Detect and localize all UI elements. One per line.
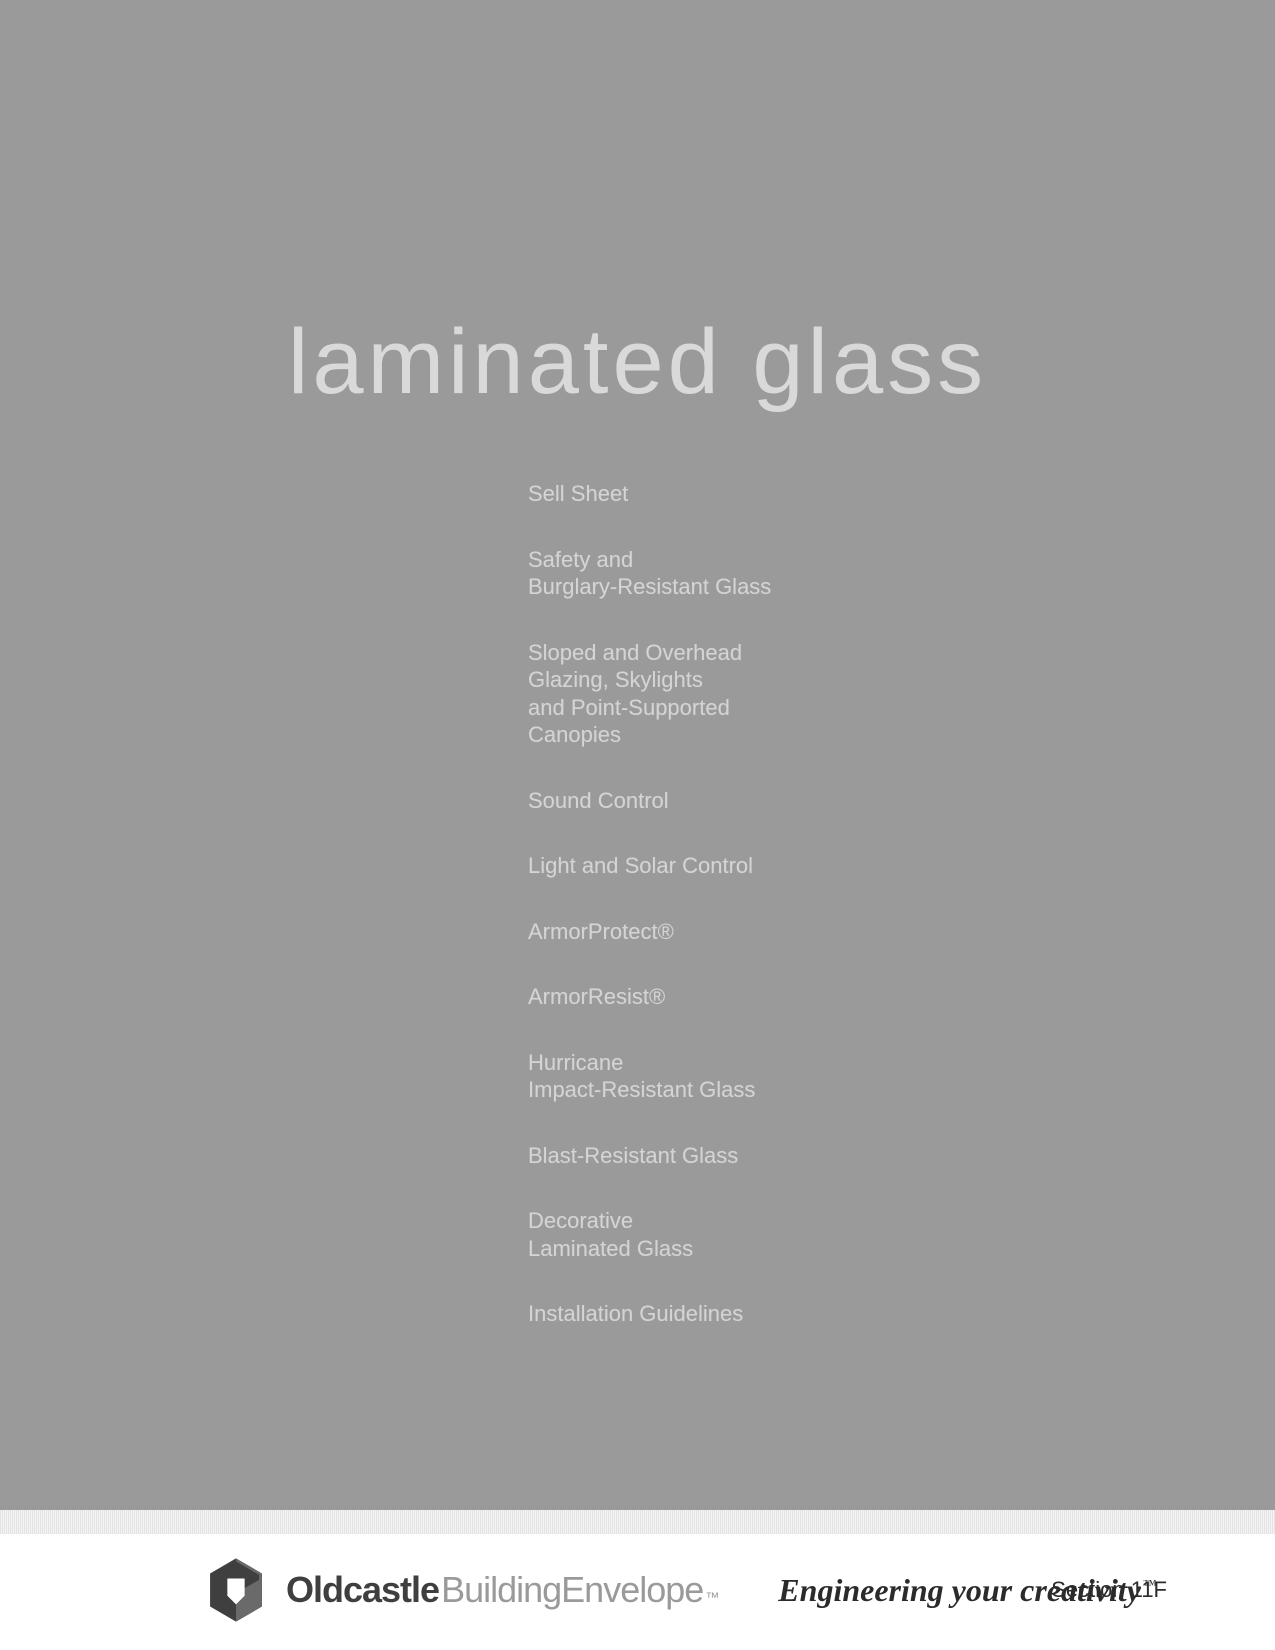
page-title: laminated glass: [0, 310, 1275, 415]
brand-trademark: ™: [705, 1589, 718, 1605]
toc-item: Sound Control: [528, 787, 1028, 815]
footer-content: Oldcastle BuildingEnvelope ™ Engineering…: [200, 1550, 1215, 1630]
section-label: Section 11F: [1051, 1577, 1167, 1603]
footer-top-band: [0, 1510, 1275, 1534]
toc-item: Light and Solar Control: [528, 852, 1028, 880]
table-of-contents: Sell Sheet Safety and Burglary-Resistant…: [528, 480, 1028, 1366]
toc-item: Decorative Laminated Glass: [528, 1207, 1028, 1262]
toc-item: Blast-Resistant Glass: [528, 1142, 1028, 1170]
toc-item: Installation Guidelines: [528, 1300, 1028, 1328]
brand-bold: Oldcastle: [286, 1569, 439, 1611]
toc-item: Sell Sheet: [528, 480, 1028, 508]
page: laminated glass Sell Sheet Safety and Bu…: [0, 0, 1275, 1650]
brand-light: BuildingEnvelope: [441, 1569, 703, 1611]
oldcastle-logo-icon: [200, 1554, 272, 1626]
toc-item: Hurricane Impact-Resistant Glass: [528, 1049, 1028, 1104]
footer: Oldcastle BuildingEnvelope ™ Engineering…: [0, 1510, 1275, 1650]
toc-item: ArmorProtect®: [528, 918, 1028, 946]
toc-item: ArmorResist®: [528, 983, 1028, 1011]
cover-background: laminated glass Sell Sheet Safety and Bu…: [0, 0, 1275, 1510]
toc-item: Sloped and Overhead Glazing, Skylights a…: [528, 639, 1028, 749]
brand-wordmark: Oldcastle BuildingEnvelope ™: [286, 1569, 718, 1611]
toc-item: Safety and Burglary-Resistant Glass: [528, 546, 1028, 601]
